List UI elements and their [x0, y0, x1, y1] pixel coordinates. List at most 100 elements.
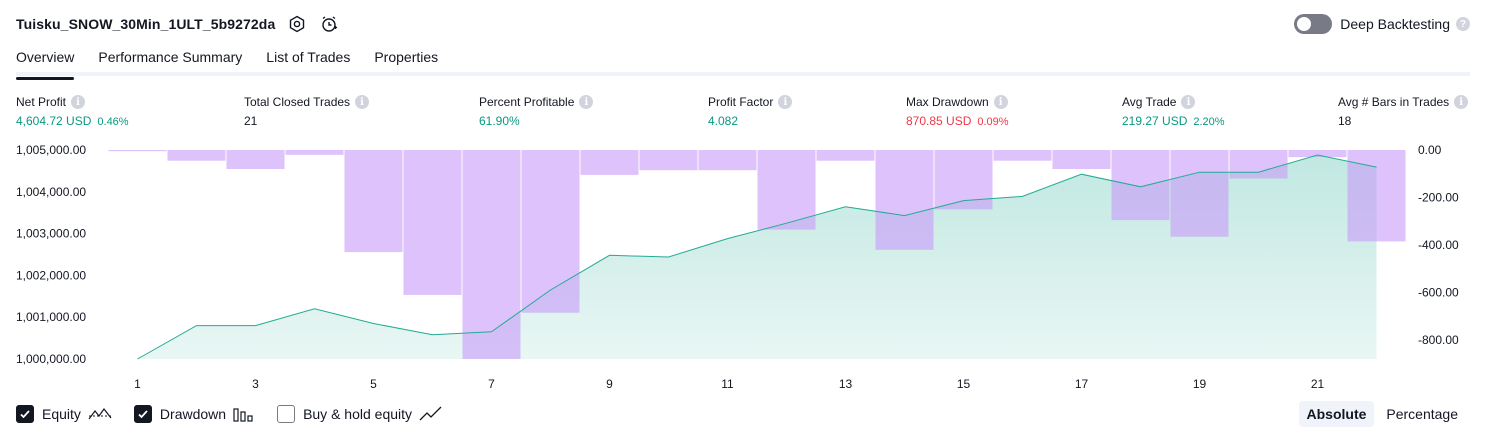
- x-tick-label: 19: [1193, 377, 1207, 391]
- drawdown-bar: [1288, 150, 1347, 158]
- legend-label: Buy & hold equity: [303, 406, 413, 422]
- metric-avg-bars-in-trades: Avg # Bars in Trades i 18: [1338, 94, 1469, 128]
- equity-checkbox[interactable]: [16, 405, 34, 423]
- left-tick-label: 1,003,000.00: [16, 227, 86, 241]
- info-icon[interactable]: i: [1181, 95, 1196, 109]
- metric-value: 18: [1338, 114, 1352, 128]
- info-icon[interactable]: i: [579, 95, 594, 109]
- drawdown-bar: [108, 150, 167, 152]
- legend-label: Drawdown: [159, 406, 227, 422]
- right-tick-label: -600.00: [1418, 286, 1459, 300]
- mode-absolute-button[interactable]: Absolute: [1298, 401, 1375, 427]
- left-tick-label: 1,000,000.00: [16, 352, 86, 366]
- info-icon[interactable]: i: [1454, 95, 1469, 109]
- metric-label: Net Profit: [16, 95, 67, 109]
- drawdown-bars-icon: [233, 406, 255, 422]
- drawdown-bar: [1111, 150, 1170, 221]
- drawdown-bar: [1229, 150, 1288, 179]
- right-tick-label: -200.00: [1418, 191, 1459, 205]
- drawdown-bar: [816, 150, 875, 161]
- tab-overview[interactable]: Overview: [16, 46, 75, 80]
- legend-label: Equity: [42, 406, 81, 422]
- metrics-row: Net Profit i 4,604.72 USD 0.46% Total Clos…: [0, 94, 1486, 134]
- settings-icon[interactable]: [287, 14, 307, 34]
- x-tick-label: 1: [134, 377, 141, 391]
- x-tick-label: 7: [488, 377, 495, 391]
- mode-percentage-button[interactable]: Percentage: [1386, 406, 1458, 422]
- metric-label: Percent Profitable: [479, 95, 575, 109]
- buy-hold-checkbox[interactable]: [277, 405, 296, 423]
- x-tick-label: 11: [721, 377, 734, 391]
- strategy-title: Tuisku_SNOW_30Min_1ULT_5b9272da: [16, 16, 276, 32]
- tab-list-of-trades[interactable]: List of Trades: [266, 49, 351, 65]
- metric-value: 219.27 USD: [1122, 114, 1188, 128]
- x-tick-label: 9: [606, 377, 613, 391]
- equity-area: [137, 155, 1377, 359]
- metric-percent: 2.20%: [1193, 116, 1225, 128]
- drawdown-bar: [580, 150, 639, 175]
- left-tick-label: 1,005,000.00: [16, 143, 86, 157]
- x-tick-label: 15: [957, 377, 971, 391]
- equity-line-layer: [137, 154, 1377, 360]
- metric-label: Avg Trade: [1122, 95, 1177, 109]
- add-alert-icon[interactable]: [319, 14, 339, 34]
- drawdown-bar: [875, 150, 934, 250]
- equity-line: [137, 154, 1377, 360]
- right-tick-label: -400.00: [1418, 238, 1459, 252]
- metric-value: 21: [244, 114, 258, 128]
- drawdown-bar: [1170, 150, 1229, 237]
- metric-avg-trade: Avg Trade i 219.27 USD 2.20%: [1122, 94, 1225, 128]
- metric-percent-profitable: Percent Profitable i 61.90%: [479, 94, 594, 128]
- left-tick-label: 1,002,000.00: [16, 268, 86, 282]
- x-tick-label: 17: [1075, 377, 1089, 391]
- metric-max-drawdown: Max Drawdown i 870.85 USD 0.09%: [906, 94, 1009, 128]
- chart-legend: Equity Drawdown Buy & hold equity: [16, 403, 465, 425]
- metric-total-closed-trades: Total Closed Trades i 21: [244, 94, 370, 128]
- metric-net-profit: Net Profit i 4,604.72 USD 0.46%: [16, 94, 129, 128]
- metric-profit-factor: Profit Factor i 4.082: [708, 94, 793, 128]
- left-axis: 1,005,000.00 1,004,000.00 1,003,000.00 1,00…: [16, 143, 86, 366]
- x-tick-label: 3: [252, 377, 259, 391]
- buy-hold-line-icon: [419, 406, 443, 422]
- deep-backtesting-toggle[interactable]: [1294, 14, 1333, 34]
- tab-performance-summary[interactable]: Performance Summary: [98, 49, 243, 65]
- left-tick-label: 1,001,000.00: [16, 310, 86, 324]
- info-icon[interactable]: i: [355, 95, 370, 109]
- drawdown-bar: [226, 150, 285, 169]
- x-tick-label: 5: [370, 377, 377, 391]
- info-icon[interactable]: i: [778, 95, 793, 109]
- strategy-header: Tuisku_SNOW_30Min_1ULT_5b9272da: [16, 12, 339, 36]
- drawdown-bar: [521, 150, 580, 313]
- drawdown-bar: [698, 150, 757, 171]
- drawdown-bar: [285, 150, 344, 155]
- metric-label: Avg # Bars in Trades: [1338, 95, 1450, 109]
- drawdown-bar: [462, 150, 521, 359]
- legend-equity[interactable]: Equity: [16, 405, 112, 423]
- drawdown-bar: [639, 150, 698, 171]
- legend-drawdown[interactable]: Drawdown: [133, 405, 255, 423]
- metric-label: Max Drawdown: [906, 95, 989, 109]
- display-mode-switch: Absolute Percentage: [1295, 401, 1467, 427]
- drawdown-bar: [167, 150, 226, 161]
- drawdown-checkbox[interactable]: [133, 405, 152, 423]
- drawdown-bar: [1347, 150, 1406, 242]
- drawdown-bar: [1052, 150, 1111, 169]
- drawdown-bar: [403, 150, 462, 295]
- drawdown-bar: [993, 150, 1052, 161]
- tab-properties[interactable]: Properties: [374, 49, 439, 65]
- x-tick-label: 21: [1311, 377, 1325, 391]
- equity-line-icon: [88, 406, 112, 422]
- metric-percent: 0.46%: [97, 116, 129, 128]
- legend-buy-hold-equity[interactable]: Buy & hold equity: [277, 405, 443, 423]
- metric-value: 4.082: [708, 114, 739, 128]
- metric-value: 61.90%: [479, 114, 520, 128]
- left-tick-label: 1,004,000.00: [16, 185, 86, 199]
- metric-label: Profit Factor: [708, 95, 774, 109]
- right-tick-label: -800.00: [1418, 333, 1459, 347]
- deep-backtesting: Deep Backtesting ?: [1294, 12, 1470, 36]
- info-icon[interactable]: i: [993, 95, 1008, 109]
- x-tick-label: 13: [839, 377, 853, 391]
- deep-backtesting-label: Deep Backtesting: [1340, 16, 1450, 32]
- question-icon[interactable]: ?: [1456, 17, 1470, 31]
- info-icon[interactable]: i: [71, 95, 86, 109]
